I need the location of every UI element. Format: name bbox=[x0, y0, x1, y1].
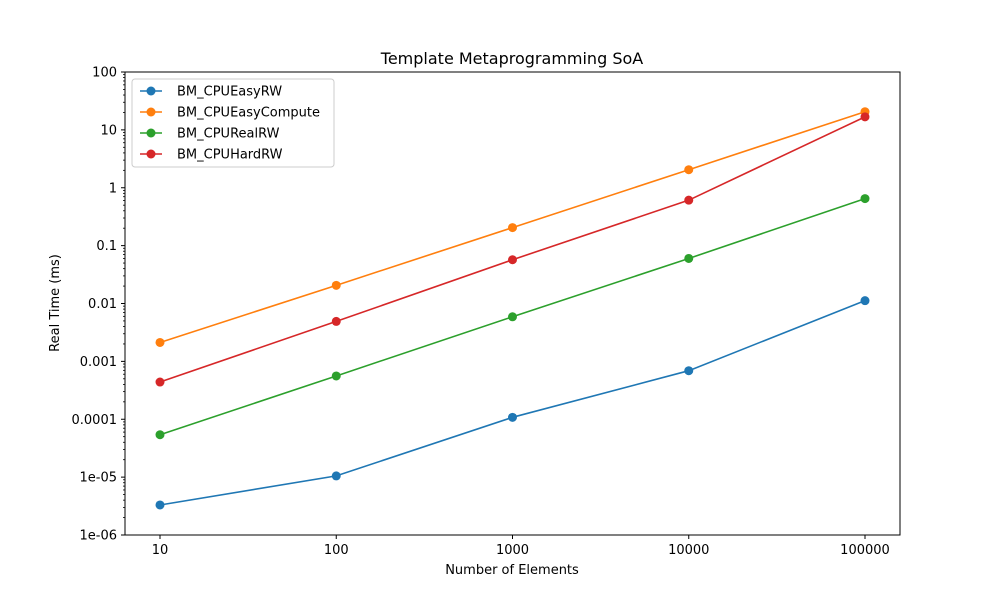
legend-box bbox=[131, 78, 335, 168]
legend: BM_CPUEasyRW BM_CPUEasyCompute BM_CPURealR… bbox=[131, 78, 335, 168]
data-point bbox=[508, 412, 517, 422]
x-tick-label: 100000 bbox=[840, 543, 890, 558]
chart-title: Template Metaprogramming SoA bbox=[380, 49, 643, 68]
x-axis-label: Number of Elements bbox=[445, 563, 579, 578]
axis-ticks: 10 100 1000 10000 100000 1e-06 1e-05 0.0001 0.00… bbox=[72, 66, 890, 559]
legend-label: BM_CPURealRW bbox=[177, 127, 280, 142]
data-point bbox=[860, 194, 870, 204]
data-point bbox=[684, 195, 694, 205]
y-tick-label: 100 bbox=[92, 66, 117, 81]
y-tick-label: 1e-06 bbox=[79, 529, 117, 544]
y-axis-label: Real Time (ms) bbox=[48, 254, 63, 352]
y-tick-label: 0.1 bbox=[96, 239, 117, 254]
data-point bbox=[508, 223, 517, 233]
legend-swatch-marker bbox=[146, 86, 156, 96]
y-tick-label: 1 bbox=[109, 181, 117, 196]
plot-area bbox=[155, 107, 870, 510]
legend-swatch-marker bbox=[146, 107, 156, 117]
data-point bbox=[684, 253, 694, 263]
data-point bbox=[860, 296, 870, 306]
legend-label: BM_CPUHardRW bbox=[177, 148, 283, 163]
legend-label: BM_CPUEasyRW bbox=[177, 85, 282, 100]
data-point bbox=[155, 377, 165, 387]
x-tick-label: 10000 bbox=[668, 543, 709, 558]
series-line bbox=[159, 299, 866, 506]
data-point bbox=[684, 165, 694, 175]
data-point bbox=[508, 312, 517, 322]
y-tick-label: 10 bbox=[100, 123, 117, 138]
data-point bbox=[331, 471, 341, 481]
y-tick-label: 0.001 bbox=[80, 355, 117, 370]
x-tick-label: 1000 bbox=[496, 543, 529, 558]
y-tick-label: 1e-05 bbox=[79, 471, 117, 486]
x-tick-label: 10 bbox=[152, 543, 169, 558]
data-point bbox=[331, 280, 341, 290]
data-point bbox=[331, 316, 341, 326]
data-point bbox=[155, 430, 165, 440]
data-point bbox=[508, 255, 517, 265]
data-point bbox=[155, 337, 165, 347]
legend-label: BM_CPUEasyCompute bbox=[177, 106, 320, 121]
data-point bbox=[331, 371, 341, 381]
data-point bbox=[684, 366, 694, 376]
data-point bbox=[155, 500, 165, 510]
data-point bbox=[860, 112, 870, 122]
y-tick-label: 0.0001 bbox=[72, 413, 118, 428]
x-tick-label: 100 bbox=[324, 543, 349, 558]
y-tick-label: 0.01 bbox=[88, 297, 117, 312]
legend-swatch-marker bbox=[146, 149, 156, 159]
legend-swatch-marker bbox=[146, 128, 156, 138]
